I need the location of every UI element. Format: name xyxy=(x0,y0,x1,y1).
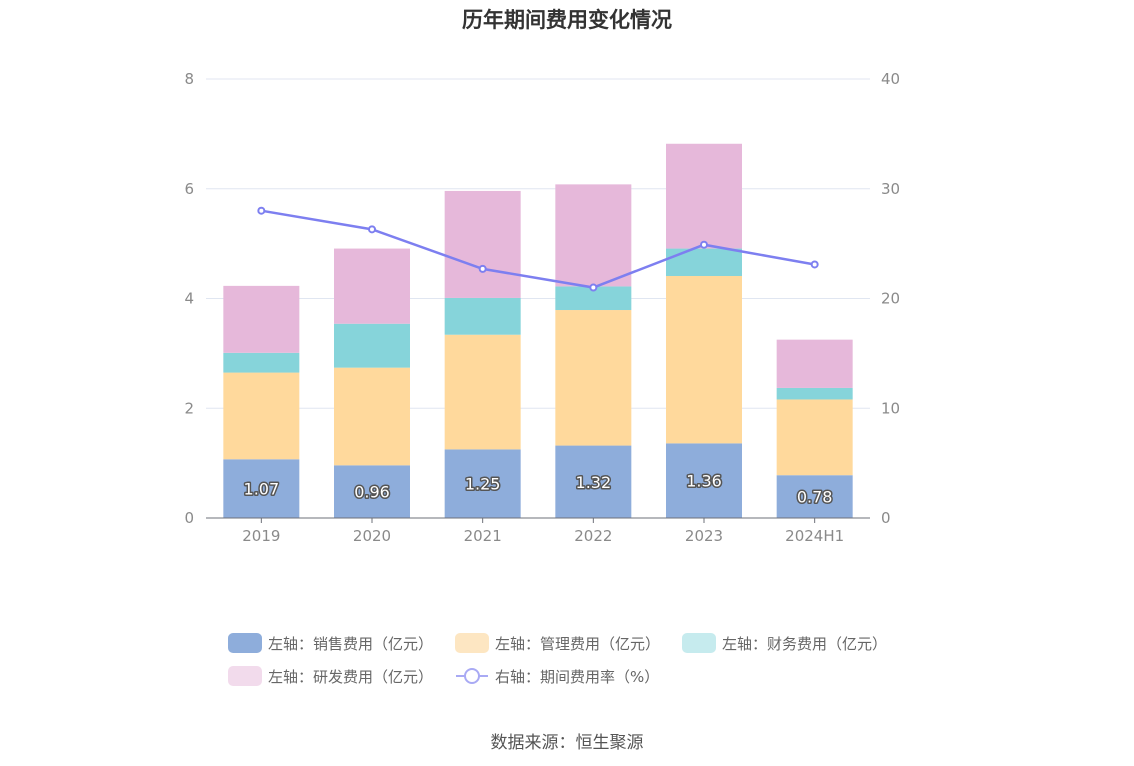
x-tick-label: 2020 xyxy=(353,527,391,545)
x-tick-label: 2019 xyxy=(242,527,280,545)
bar-segment xyxy=(776,475,853,518)
x-tick-label: 2022 xyxy=(574,527,612,545)
bar-segment xyxy=(666,248,742,277)
ratio-point xyxy=(257,206,266,215)
right-axis-ticks: 0 10 20 30 40 xyxy=(881,70,900,527)
bars xyxy=(223,143,853,518)
legend-item-ratio[interactable]: 右轴：期间费用率（%） xyxy=(455,664,659,688)
bar-value-label: 1.25 xyxy=(465,475,501,494)
bar-segment xyxy=(666,143,742,249)
legend-label-finance: 左轴：财务费用（亿元） xyxy=(722,634,888,653)
legend-item-rnd[interactable]: 左轴：研发费用（亿元） xyxy=(228,664,433,688)
bar-labels: 1.07 0.96 1.25 1.32 1.36 0.78 xyxy=(242,470,834,508)
right-tick-label: 10 xyxy=(881,399,900,417)
legend-label-ratio: 右轴：期间费用率（%） xyxy=(495,667,660,686)
bar-segment xyxy=(223,372,300,460)
bar-segment xyxy=(776,387,853,400)
bar-segment xyxy=(444,190,521,298)
bar-segment xyxy=(444,297,521,335)
left-tick-label: 0 xyxy=(184,509,194,527)
bar-value-label: 0.78 xyxy=(797,488,833,507)
legend-line-circle-icon xyxy=(456,668,489,684)
bar-segment xyxy=(334,367,410,466)
ratio-point xyxy=(478,264,487,273)
left-tick-label: 6 xyxy=(184,180,194,198)
x-tick-label: 2023 xyxy=(685,527,723,545)
right-tick-label: 0 xyxy=(881,509,891,527)
bar-segment xyxy=(776,399,853,476)
ratio-point xyxy=(700,240,708,249)
legend-item-admin[interactable]: 左轴：管理费用（亿元） xyxy=(455,631,660,655)
left-tick-label: 8 xyxy=(184,70,194,88)
bar-segment xyxy=(223,459,300,518)
ratio-point xyxy=(368,225,376,234)
ratio-point xyxy=(810,260,819,269)
left-tick-label: 2 xyxy=(184,399,194,417)
bar-segment xyxy=(223,352,300,373)
bar-value-label: 1.32 xyxy=(576,473,612,492)
legend-label-sales: 左轴：销售费用（亿元） xyxy=(268,634,434,653)
chart-title: 历年期间费用变化情况 xyxy=(462,8,672,32)
bar-segment xyxy=(776,339,853,388)
legend: 左轴：销售费用（亿元） 左轴：管理费用（亿元） 左轴：财务费用（亿元） 左轴：研… xyxy=(228,631,928,697)
legend-label-admin: 左轴：管理费用（亿元） xyxy=(495,634,661,653)
x-tick-label: 2024H1 xyxy=(785,527,844,545)
right-tick-label: 20 xyxy=(881,290,900,308)
grid-lines xyxy=(206,78,870,409)
bar-segment xyxy=(666,443,742,518)
bar-segment xyxy=(444,449,521,518)
legend-item-sales[interactable]: 左轴：销售费用（亿元） xyxy=(228,631,433,655)
legend-swatch-admin xyxy=(455,633,490,653)
x-tick-label: 2021 xyxy=(464,527,502,545)
bar-segment xyxy=(555,310,632,446)
ratio-line-path xyxy=(261,209,815,289)
bar-value-label: 0.96 xyxy=(354,483,390,502)
source-note: 数据来源：恒生聚源 xyxy=(490,733,644,753)
bar-segment xyxy=(334,248,410,324)
bar-segment xyxy=(223,285,300,353)
right-tick-label: 40 xyxy=(881,70,900,88)
bar-segment xyxy=(555,184,632,287)
x-axis: 2019 2020 2021 2022 2023 2024H1 xyxy=(206,517,870,545)
legend-swatch-finance xyxy=(682,633,717,653)
legend-item-finance[interactable]: 左轴：财务费用（亿元） xyxy=(682,631,887,655)
bar-value-label: 1.07 xyxy=(244,480,280,499)
chart-area: 0 2 4 6 8 0 10 20 30 40 1.07 0.96 1.25 1.32 1.36 0.78… xyxy=(184,70,900,545)
expense-ratio-line xyxy=(257,206,819,292)
left-axis-ticks: 0 2 4 6 8 xyxy=(184,70,194,527)
bar-segment xyxy=(666,276,742,444)
bar-segment xyxy=(334,323,410,368)
bar-value-label: 1.36 xyxy=(686,472,722,491)
ratio-point xyxy=(589,283,598,292)
bar-segment xyxy=(555,445,632,518)
legend-row-2: 左轴：研发费用（亿元） 右轴：期间费用率（%） xyxy=(228,664,928,688)
bar-segment xyxy=(334,465,410,518)
legend-swatch-sales xyxy=(228,633,262,653)
left-tick-label: 4 xyxy=(184,290,194,308)
legend-row-1: 左轴：销售费用（亿元） 左轴：管理费用（亿元） 左轴：财务费用（亿元） xyxy=(228,631,928,655)
bar-segment xyxy=(444,334,521,450)
bar-segment xyxy=(555,286,632,311)
legend-label-rnd: 左轴：研发费用（亿元） xyxy=(268,667,434,686)
legend-swatch-rnd xyxy=(228,666,262,686)
right-tick-label: 30 xyxy=(881,180,900,198)
